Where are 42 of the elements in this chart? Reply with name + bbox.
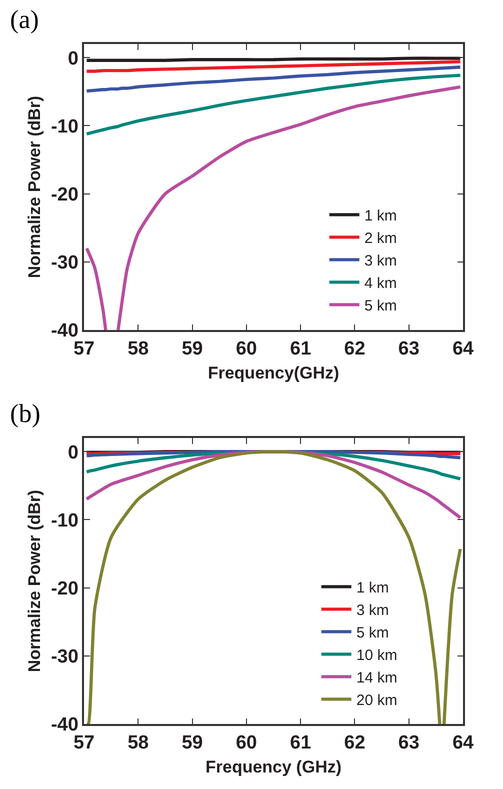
- x-tick-label: 62: [344, 732, 366, 754]
- y-tick-label: -10: [50, 510, 78, 532]
- y-tick-label: 0: [68, 48, 78, 70]
- x-tick-label: 61: [290, 338, 312, 360]
- x-tick-label: 60: [236, 732, 257, 754]
- x-tick-label: 62: [344, 338, 366, 360]
- y-axis-title: Normalize Power (dBr): [25, 490, 44, 672]
- legend-label: 14 km: [356, 670, 398, 687]
- legend-label: 10 km: [356, 647, 398, 664]
- legend-label: 4 km: [364, 275, 397, 292]
- x-tick-label: 58: [128, 338, 149, 360]
- y-tick-label: -20: [50, 578, 78, 600]
- x-tick-label: 64: [452, 732, 474, 754]
- y-tick-label: -30: [50, 252, 78, 274]
- legend-label: 5 km: [356, 624, 389, 642]
- line-series: [85, 60, 462, 73]
- chart-title: (a): [10, 5, 39, 34]
- line-series: [85, 74, 462, 136]
- x-tick-label: 63: [398, 732, 420, 754]
- legend-label: 1 km: [356, 580, 389, 597]
- x-tick-label: 61: [290, 732, 312, 754]
- x-axis-title: Frequency(GHz): [208, 363, 340, 382]
- x-tick-label: 58: [128, 732, 149, 754]
- legend-label: 5 km: [364, 298, 397, 315]
- chart-title: (b): [10, 399, 40, 428]
- y-tick-label: -30: [50, 646, 78, 668]
- y-axis-title: Normalize Power (dBr): [25, 96, 44, 278]
- x-tick-label: 63: [398, 338, 420, 360]
- x-axis-title: Frequency (GHz): [205, 757, 342, 776]
- x-tick-label: 59: [182, 338, 203, 360]
- y-tick-label: -10: [50, 116, 78, 138]
- line-series: [85, 66, 462, 93]
- legend-label: 3 km: [364, 252, 397, 270]
- y-tick-label: -20: [50, 184, 78, 206]
- legend-label: 3 km: [356, 602, 389, 620]
- legend-label: 20 km: [356, 692, 398, 710]
- x-tick-label: 60: [236, 338, 257, 360]
- y-tick-label: 0: [68, 442, 78, 464]
- legend-label: 1 km: [364, 208, 397, 225]
- legend-label: 2 km: [364, 230, 397, 248]
- x-tick-label: 59: [182, 732, 203, 754]
- x-tick-label: 64: [452, 338, 474, 360]
